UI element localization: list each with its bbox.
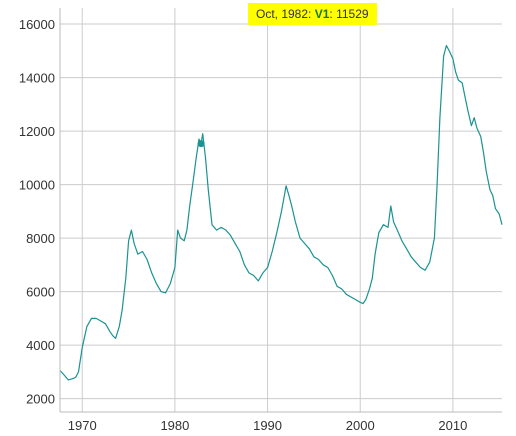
y-tick-label: 8000 bbox=[26, 231, 55, 246]
tick-label-layer: 1970 1980 1990 2000 2010 2000 4000 6000 8000 1000… bbox=[19, 17, 468, 433]
y-tick-label: 14000 bbox=[19, 71, 55, 86]
tooltip-separator: : bbox=[329, 7, 333, 21]
tooltip-value: 11529 bbox=[336, 7, 369, 21]
y-tick-label: 12000 bbox=[19, 124, 55, 139]
x-tick-label: 2000 bbox=[346, 418, 375, 433]
x-tick-label: 1970 bbox=[68, 418, 97, 433]
x-tick-label: 1980 bbox=[160, 418, 189, 433]
x-tick-label: 1990 bbox=[253, 418, 282, 433]
highlight-point bbox=[197, 140, 205, 148]
y-tick-label: 6000 bbox=[26, 285, 55, 300]
y-tick-label: 2000 bbox=[26, 392, 55, 407]
y-tick-label: 4000 bbox=[26, 338, 55, 353]
tooltip-date: Oct, 1982: bbox=[256, 7, 312, 21]
hover-tooltip: Oct, 1982: V1: 11529 bbox=[248, 3, 377, 25]
tooltip-series-name: V1 bbox=[314, 7, 330, 21]
y-tick-label: 16000 bbox=[19, 17, 55, 32]
series-layer bbox=[59, 44, 503, 381]
axis-layer bbox=[59, 8, 502, 413]
x-tick-label: 2010 bbox=[438, 418, 467, 433]
series-line-v1 bbox=[59, 44, 503, 381]
y-tick-label: 10000 bbox=[19, 178, 55, 193]
